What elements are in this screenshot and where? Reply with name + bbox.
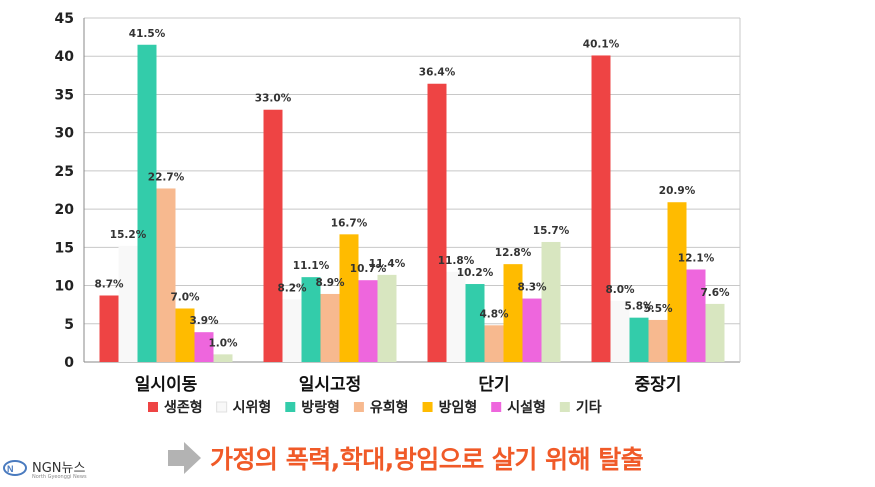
data-label: 11.4%: [369, 258, 406, 270]
logo-name: NGN뉴스: [32, 460, 86, 476]
data-label: 8.0%: [605, 284, 635, 296]
bar: [263, 109, 283, 362]
data-label: 8.2%: [277, 282, 307, 294]
y-tick-label: 0: [64, 355, 74, 371]
legend-swatch: [148, 402, 158, 412]
y-tick-label: 35: [55, 87, 74, 103]
legend-label: 방임형: [439, 399, 478, 416]
y-tick-label: 40: [55, 49, 75, 65]
category-label: 중장기: [635, 375, 682, 395]
bar: [686, 269, 706, 362]
data-label: 8.3%: [517, 282, 547, 294]
data-label: 16.7%: [331, 217, 368, 229]
data-label: 36.4%: [419, 67, 456, 79]
data-label: 8.7%: [94, 278, 124, 290]
data-label: 41.5%: [129, 28, 166, 40]
legend-swatch: [491, 402, 502, 412]
bar: [339, 234, 359, 362]
data-label: 33.0%: [255, 93, 292, 105]
data-label: 7.0%: [170, 291, 200, 303]
legend-swatch: [559, 402, 570, 412]
legend-swatch: [422, 402, 433, 412]
bar: [648, 319, 668, 362]
bar: [484, 325, 504, 362]
bar: [282, 299, 302, 362]
bar: [99, 295, 119, 362]
data-label: 4.8%: [479, 308, 509, 320]
bar: [156, 188, 176, 362]
bar: [629, 317, 649, 362]
legend: 생존형 시위형 방랑형 유희형 방임형 시설형 기타: [148, 399, 602, 416]
y-tick-label: 45: [55, 11, 74, 27]
category-labels: 일시이동 일시고정 단기 중장기: [135, 375, 682, 395]
y-tick-label: 30: [55, 126, 75, 142]
svg-text:N: N: [7, 464, 14, 474]
bar: [522, 298, 542, 362]
logo: N NGN뉴스 North Gyeonggi News: [2, 458, 87, 480]
bar: [118, 245, 138, 362]
data-label: 5.8%: [624, 301, 654, 313]
legend-swatch: [216, 401, 228, 413]
data-label: 12.1%: [678, 253, 715, 265]
logo-sub: North Gyeonggi News: [32, 474, 87, 480]
bar: [137, 44, 157, 362]
bar: [610, 300, 630, 362]
bar: [446, 271, 466, 362]
data-label: 15.2%: [110, 229, 147, 241]
bar: [541, 241, 561, 362]
bar: [358, 280, 378, 362]
caption-text: 가정의 폭력,학대,방임으로 살기 위해 탈출: [210, 445, 644, 474]
legend-swatch: [353, 402, 364, 412]
y-tick-label: 20: [55, 202, 75, 218]
data-label: 12.8%: [495, 247, 532, 259]
legend-label: 기타: [576, 400, 602, 416]
bar: [465, 284, 485, 362]
data-label: 22.7%: [148, 171, 185, 183]
data-label: 3.9%: [189, 315, 219, 327]
data-label: 1.0%: [208, 337, 238, 349]
legend-label: 시위형: [233, 399, 272, 416]
y-tick-label: 15: [55, 240, 74, 256]
arrow-right-icon: [168, 442, 201, 474]
caption: 가정의 폭력,학대,방임으로 살기 위해 탈출: [168, 440, 644, 476]
logo-icon: N: [3, 460, 27, 476]
data-label: 11.8%: [438, 255, 475, 267]
data-label: 8.9%: [315, 277, 345, 289]
legend-label: 유희형: [370, 399, 409, 416]
data-label: 10.7%: [350, 263, 387, 275]
category-label: 일시이동: [135, 375, 198, 395]
data-label: 5.5%: [643, 303, 673, 315]
bars: [99, 44, 725, 363]
bar: [320, 293, 340, 362]
legend-label: 방랑형: [301, 399, 340, 416]
legend-label: 시설형: [507, 399, 546, 416]
legend-label: 생존형: [164, 399, 203, 416]
category-label: 단기: [478, 375, 509, 395]
y-axis-ticks: 0 5 10 15 20 25 30 35 40 45: [55, 11, 75, 371]
data-label: 15.7%: [533, 225, 570, 237]
legend-swatch: [285, 402, 296, 412]
data-labels: 8.7% 15.2% 41.5% 22.7% 7.0% 3.9% 1.0% 33.0% 8.2%…: [94, 28, 730, 350]
bar: [667, 202, 687, 362]
bar: [377, 274, 397, 362]
category-label: 일시고정: [299, 375, 362, 395]
bar: [175, 308, 195, 362]
bar: [705, 303, 725, 362]
bar: [213, 354, 233, 362]
y-tick-label: 25: [55, 164, 74, 180]
data-label: 40.1%: [583, 38, 620, 50]
bar: [427, 83, 447, 363]
data-label: 20.9%: [659, 185, 696, 197]
bar: [301, 277, 321, 362]
data-label: 11.1%: [293, 260, 330, 272]
y-tick-label: 5: [64, 317, 74, 333]
bar: [194, 332, 214, 362]
data-label: 10.2%: [457, 267, 494, 279]
bar: [591, 55, 611, 363]
data-label: 7.6%: [700, 287, 730, 299]
y-tick-label: 10: [55, 279, 75, 295]
bar: [503, 264, 523, 362]
bar-chart: 0 5 10 15 20 25 30 35 40 45 8.7% 15.2% 41.5% 22.7% 7.…: [55, 11, 741, 416]
